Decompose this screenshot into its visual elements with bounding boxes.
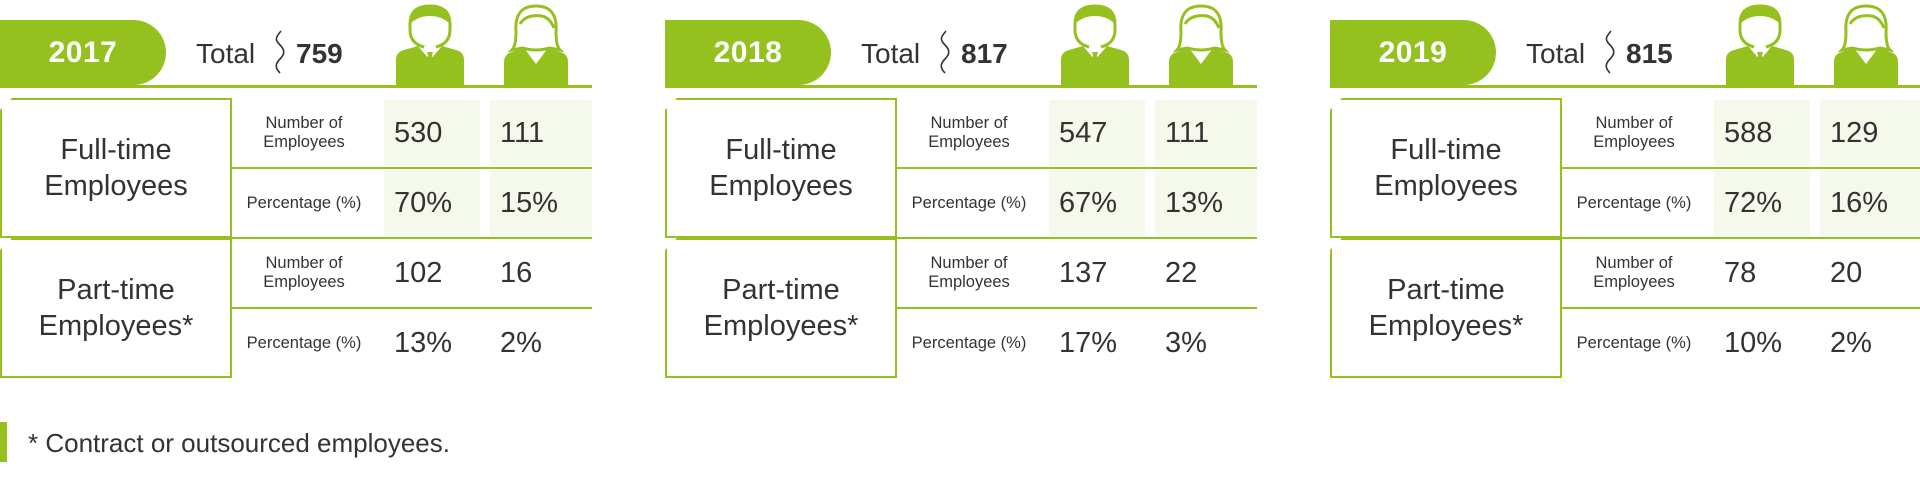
full-time-label: Full-time Employees [0, 98, 232, 238]
panel-header: 2017 Total 759 [0, 0, 592, 88]
part-time-label: Part-time Employees* [0, 238, 232, 378]
percentage-label: Percentage (%) [911, 193, 1027, 212]
number-of-employees-label: Number of Employees [263, 114, 345, 151]
header-divider [0, 85, 592, 88]
part-time-male-percentage: 13% [394, 326, 453, 359]
full-time-block: Full-time Employees Number of Employees … [0, 98, 592, 239]
full-time-female-percentage: 13% [1155, 170, 1257, 236]
part-time-label: Part-time Employees* [1330, 238, 1562, 378]
part-time-male-percentage: 17% [1059, 326, 1118, 359]
part-time-female-number: 20 [1830, 256, 1863, 289]
part-time-female-number: 16 [500, 256, 533, 289]
year-badge: 2019 [1330, 20, 1496, 85]
full-time-female-number: 129 [1820, 100, 1920, 166]
full-time-female-number: 111 [1155, 100, 1257, 166]
percentage-label: Percentage (%) [246, 193, 362, 212]
year-panel-2017: 2017 Total 759 Full-time Employees Numbe… [0, 0, 592, 390]
full-time-male-percentage: 67% [1049, 170, 1145, 236]
part-time-block: Part-time Employees* Number of Employees… [665, 238, 1257, 378]
squiggle-divider-icon [275, 30, 285, 74]
row-divider [1562, 167, 1920, 169]
year-panel-2019: 2019 Total 815 Full-time Employees Numbe… [1330, 0, 1920, 390]
part-time-female-percentage: 2% [500, 326, 542, 359]
header-divider [1330, 85, 1920, 88]
number-of-employees-label: Number of Employees [1593, 114, 1675, 151]
header-divider [665, 85, 1257, 88]
total-label: Total [861, 38, 921, 69]
squiggle-divider-icon [940, 30, 950, 74]
total-label: Total [196, 38, 256, 69]
year-badge: 2017 [0, 20, 166, 85]
year-badge: 2018 [665, 20, 831, 85]
total-label: Total [1526, 38, 1586, 69]
panel-header: 2018 Total 817 [665, 0, 1257, 88]
full-time-male-percentage: 72% [1714, 170, 1810, 236]
male-employee-icon [396, 4, 464, 86]
full-time-male-number: 547 [1049, 100, 1145, 166]
number-of-employees-label: Number of Employees [263, 254, 345, 291]
part-time-block: Part-time Employees* Number of Employees… [1330, 238, 1920, 378]
row-divider [897, 167, 1257, 169]
footnote: * Contract or outsourced employees. [28, 428, 450, 458]
male-employee-icon [1061, 4, 1129, 86]
part-time-male-percentage: 10% [1724, 326, 1783, 359]
row-divider [1562, 237, 1920, 239]
female-employee-icon [1834, 4, 1898, 86]
percentage-label: Percentage (%) [911, 333, 1027, 352]
part-time-male-number: 102 [394, 256, 443, 289]
number-of-employees-label: Number of Employees [928, 254, 1010, 291]
row-divider [897, 237, 1257, 239]
male-employee-icon [1726, 4, 1794, 86]
number-of-employees-label: Number of Employees [928, 114, 1010, 151]
part-time-female-number: 22 [1165, 256, 1198, 289]
full-time-block: Full-time Employees Number of Employees … [1330, 98, 1920, 239]
total-value: 759 [296, 38, 343, 69]
panel-header: 2019 Total 815 [1330, 0, 1920, 88]
footnote-marker [0, 422, 7, 462]
part-time-label: Part-time Employees* [665, 238, 897, 378]
part-time-male-number: 137 [1059, 256, 1108, 289]
part-time-female-percentage: 3% [1165, 326, 1207, 359]
full-time-female-percentage: 15% [490, 170, 592, 236]
number-of-employees-label: Number of Employees [1593, 254, 1675, 291]
percentage-label: Percentage (%) [1576, 193, 1692, 212]
female-employee-icon [504, 4, 568, 86]
percentage-label: Percentage (%) [1576, 333, 1692, 352]
part-time-block: Part-time Employees* Number of Employees… [0, 238, 592, 378]
part-time-female-percentage: 2% [1830, 326, 1872, 359]
part-time-male-number: 78 [1724, 256, 1757, 289]
full-time-female-number: 111 [490, 100, 592, 166]
full-time-male-number: 530 [384, 100, 480, 166]
row-divider [1562, 307, 1920, 309]
full-time-label: Full-time Employees [665, 98, 897, 238]
full-time-male-percentage: 70% [384, 170, 480, 236]
row-divider [232, 237, 592, 239]
row-divider [232, 307, 592, 309]
row-divider [897, 307, 1257, 309]
squiggle-divider-icon [1605, 30, 1615, 74]
female-employee-icon [1169, 4, 1233, 86]
full-time-female-percentage: 16% [1820, 170, 1920, 236]
percentage-label: Percentage (%) [246, 333, 362, 352]
total-value: 817 [961, 38, 1008, 69]
full-time-male-number: 588 [1714, 100, 1810, 166]
full-time-label: Full-time Employees [1330, 98, 1562, 238]
year-panel-2018: 2018 Total 817 Full-time Employees Numbe… [665, 0, 1257, 390]
total-value: 815 [1626, 38, 1673, 69]
row-divider [232, 167, 592, 169]
full-time-block: Full-time Employees Number of Employees … [665, 98, 1257, 239]
